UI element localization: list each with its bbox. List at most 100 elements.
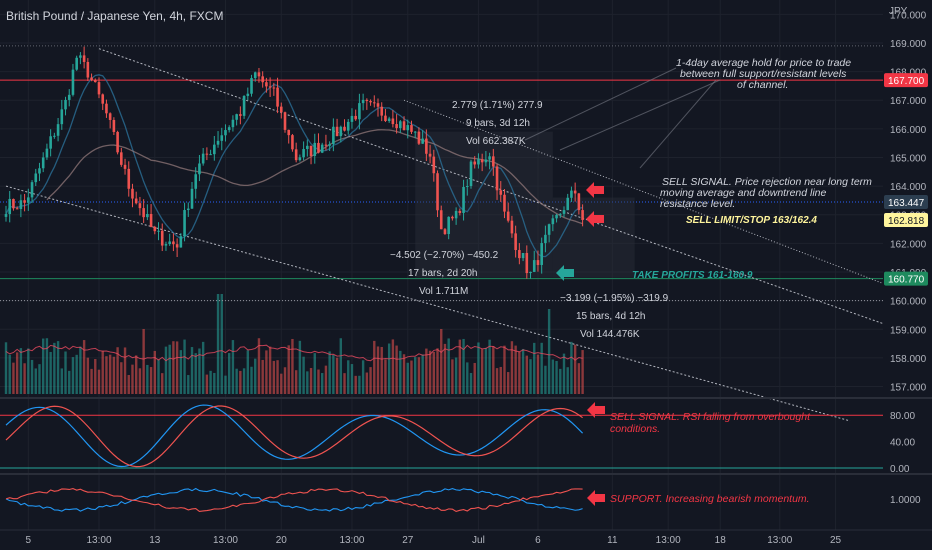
candle-body[interactable] bbox=[358, 103, 361, 120]
candle-body[interactable] bbox=[492, 156, 495, 167]
candle-body[interactable] bbox=[186, 208, 190, 211]
candle-body[interactable] bbox=[38, 168, 41, 174]
candle-body[interactable] bbox=[8, 198, 12, 215]
candle-body[interactable] bbox=[242, 95, 246, 116]
candle-body[interactable] bbox=[79, 55, 82, 58]
candle-body[interactable] bbox=[112, 119, 116, 132]
candle-body[interactable] bbox=[380, 106, 384, 116]
candle-body[interactable] bbox=[447, 216, 450, 235]
candle-body[interactable] bbox=[532, 260, 536, 272]
candle-body[interactable] bbox=[451, 216, 454, 219]
candle-body[interactable] bbox=[71, 69, 75, 95]
time-axis[interactable]: 5 13:00 13 13:00 20 13:00 27 Jul 6 11 13:00 18 13:00… bbox=[26, 535, 842, 546]
candle-body[interactable] bbox=[306, 145, 309, 150]
candle-body[interactable] bbox=[235, 114, 238, 120]
candle-body[interactable] bbox=[179, 236, 183, 248]
candle-body[interactable] bbox=[175, 244, 179, 248]
candle-body[interactable] bbox=[213, 144, 216, 155]
candle-body[interactable] bbox=[90, 77, 93, 80]
candle-body[interactable] bbox=[439, 210, 443, 230]
candle-body[interactable] bbox=[190, 188, 194, 209]
candle-body[interactable] bbox=[577, 193, 581, 211]
candle-body[interactable] bbox=[406, 125, 410, 131]
candle-body[interactable] bbox=[573, 190, 577, 194]
candle-body[interactable] bbox=[239, 114, 242, 116]
candle-body[interactable] bbox=[157, 230, 160, 232]
candle-body[interactable] bbox=[93, 79, 97, 83]
candle-body[interactable] bbox=[153, 226, 157, 232]
candle-body[interactable] bbox=[425, 138, 428, 154]
candle-body[interactable] bbox=[75, 57, 78, 70]
candle-body[interactable] bbox=[484, 159, 488, 163]
candle-body[interactable] bbox=[562, 210, 566, 214]
candle-body[interactable] bbox=[283, 112, 287, 130]
candle-body[interactable] bbox=[34, 173, 38, 183]
candle-body[interactable] bbox=[365, 99, 369, 102]
candle-body[interactable] bbox=[168, 241, 171, 245]
candle-body[interactable] bbox=[134, 198, 138, 204]
candle-body[interactable] bbox=[558, 213, 562, 215]
candle-body[interactable] bbox=[462, 186, 465, 213]
candle-body[interactable] bbox=[495, 166, 499, 191]
candle-body[interactable] bbox=[268, 86, 272, 88]
candle-body[interactable] bbox=[410, 125, 413, 132]
rsi-d-line[interactable] bbox=[5, 405, 583, 468]
candle-body[interactable] bbox=[279, 106, 283, 113]
candle-body[interactable] bbox=[328, 144, 331, 146]
candle-body[interactable] bbox=[376, 103, 380, 107]
candle-body[interactable] bbox=[436, 173, 439, 211]
candle-body[interactable] bbox=[105, 103, 108, 114]
candle-body[interactable] bbox=[372, 102, 376, 104]
candle-body[interactable] bbox=[506, 211, 510, 221]
candle-body[interactable] bbox=[555, 214, 558, 219]
candle-body[interactable] bbox=[335, 126, 339, 137]
candle-body[interactable] bbox=[395, 124, 398, 129]
candle-body[interactable] bbox=[201, 153, 205, 164]
candle-body[interactable] bbox=[514, 233, 517, 251]
candle-body[interactable] bbox=[60, 109, 64, 125]
candle-body[interactable] bbox=[86, 61, 90, 78]
candle-body[interactable] bbox=[15, 208, 19, 210]
candle-body[interactable] bbox=[346, 121, 350, 131]
candle-body[interactable] bbox=[510, 220, 514, 234]
candle-body[interactable] bbox=[536, 260, 540, 265]
candle-body[interactable] bbox=[30, 182, 34, 198]
candle-body[interactable] bbox=[194, 174, 198, 189]
candle-body[interactable] bbox=[458, 210, 462, 213]
candle-body[interactable] bbox=[224, 130, 227, 136]
momentum-minus-line[interactable] bbox=[5, 488, 583, 513]
candle-body[interactable] bbox=[41, 157, 45, 169]
candle-body[interactable] bbox=[250, 78, 253, 94]
candles[interactable] bbox=[4, 46, 584, 279]
candle-body[interactable] bbox=[339, 126, 343, 137]
candle-body[interactable] bbox=[4, 214, 8, 217]
candle-body[interactable] bbox=[343, 126, 346, 131]
candle-body[interactable] bbox=[477, 159, 480, 165]
candle-body[interactable] bbox=[421, 138, 424, 144]
candle-body[interactable] bbox=[432, 156, 436, 174]
candle-body[interactable] bbox=[261, 76, 264, 83]
candle-body[interactable] bbox=[220, 135, 224, 141]
momentum-plus-line[interactable] bbox=[5, 487, 583, 512]
candle-body[interactable] bbox=[146, 213, 149, 218]
candle-body[interactable] bbox=[27, 197, 30, 203]
candle-body[interactable] bbox=[387, 118, 391, 122]
rsi-pane[interactable] bbox=[0, 404, 883, 469]
candle-body[interactable] bbox=[480, 159, 484, 163]
candle-body[interactable] bbox=[205, 153, 209, 155]
candle-body[interactable] bbox=[417, 131, 421, 144]
candle-body[interactable] bbox=[108, 113, 112, 120]
candle-body[interactable] bbox=[172, 241, 175, 245]
candle-body[interactable] bbox=[350, 115, 354, 122]
candle-body[interactable] bbox=[64, 99, 67, 110]
candle-body[interactable] bbox=[272, 87, 276, 89]
candle-body[interactable] bbox=[183, 210, 186, 237]
candle-body[interactable] bbox=[12, 198, 15, 209]
candle-body[interactable] bbox=[45, 148, 49, 158]
candle-body[interactable] bbox=[518, 250, 521, 259]
candle-body[interactable] bbox=[67, 94, 71, 100]
candle-body[interactable] bbox=[160, 230, 164, 246]
candle-body[interactable] bbox=[216, 140, 220, 145]
candle-body[interactable] bbox=[298, 157, 302, 161]
candle-body[interactable] bbox=[209, 154, 212, 156]
